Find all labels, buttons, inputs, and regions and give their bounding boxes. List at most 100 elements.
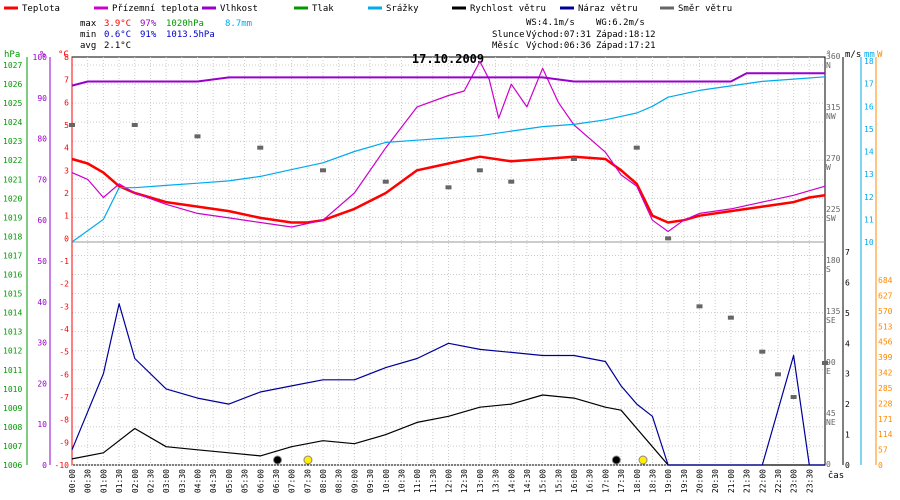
tick-dir: 135 (826, 307, 841, 316)
dir-point (696, 304, 703, 309)
tick-temp: 6 (64, 98, 69, 107)
x-tick-label: 11:00 (413, 469, 422, 493)
tick-mm: 10 (864, 238, 874, 247)
x-tick-label: 15:30 (554, 469, 563, 493)
tick-dir-name: SE (826, 316, 836, 325)
x-tick-label: 10:00 (382, 469, 391, 493)
tick-mm: 18 (864, 57, 874, 66)
dir-point (759, 349, 766, 354)
x-tick-label: 00:30 (84, 469, 93, 493)
dir-point (822, 361, 828, 365)
tick-hpa: 1017 (3, 251, 22, 260)
tick-temp: 1 (64, 212, 69, 221)
x-tick-label: 08:00 (319, 469, 328, 493)
sun-moon-marker (638, 455, 648, 465)
tick-ms: 2 (845, 400, 850, 409)
tick-hpa: 1021 (3, 175, 22, 184)
tick-mm: 11 (864, 215, 874, 224)
tick-mm: 17 (864, 80, 874, 89)
tick-dir: 315 (826, 103, 841, 112)
tick-hpa: 1011 (3, 366, 22, 375)
dir-point (194, 134, 201, 139)
tick-hpa: 1007 (3, 442, 22, 451)
legend-label-5: Rychlost větru (470, 4, 546, 14)
series-line-3 (71, 76, 826, 243)
tick-pct: 70 (37, 175, 47, 184)
x-tick-label: 09:30 (366, 469, 375, 493)
sun-set: Západ:18:12 (596, 30, 656, 40)
dir-point (476, 168, 483, 173)
x-tick-label: 18:00 (633, 469, 642, 493)
dir-point (131, 123, 138, 127)
tick-hpa: 1024 (3, 118, 22, 127)
x-tick-label: 23:30 (805, 469, 814, 493)
x-tick-label: 15:00 (539, 469, 548, 493)
tick-pct: 40 (37, 298, 47, 307)
tick-dir-name: NE (826, 418, 836, 427)
x-tick-label: 18:30 (648, 469, 657, 493)
x-tick-label: 11:30 (429, 469, 438, 493)
dir-point (445, 185, 452, 190)
tick-temp: 0 (64, 234, 69, 243)
legend-label-1: Přízemní teplota (112, 4, 199, 14)
x-tick-label: 12:00 (445, 469, 454, 493)
tick-mm: 13 (864, 170, 874, 179)
tick-temp: -2 (59, 280, 69, 289)
tick-hpa: 1006 (3, 461, 22, 470)
tick-dir: 270 (826, 154, 841, 163)
dir-point (727, 315, 734, 320)
legend-label-4: Srážky (386, 4, 419, 14)
tick-hpa: 1027 (3, 61, 22, 70)
tick-pct: 90 (37, 94, 47, 103)
x-tick-label: 19:30 (680, 469, 689, 493)
wind-ws: WS:4.1m/s (526, 18, 575, 28)
x-tick-label: 21:30 (743, 469, 752, 493)
tick-wm2: 57 (878, 446, 888, 455)
x-tick-label: 17:30 (617, 469, 626, 493)
tick-ms: 4 (845, 339, 850, 348)
x-tick-label: 22:00 (758, 469, 767, 493)
tick-hpa: 1016 (3, 271, 22, 280)
tick-dir: 360 (826, 52, 841, 61)
tick-pct: 20 (37, 379, 47, 388)
x-tick-label: 06:30 (272, 469, 281, 493)
moon-set: Západ:17:21 (596, 41, 656, 51)
legend-label-6: Náraz větru (578, 4, 638, 14)
tick-temp: 2 (64, 189, 69, 198)
x-tick-label: 23:00 (790, 469, 799, 493)
stats-max-hum: 97% (140, 19, 157, 29)
sun-moon-marker (611, 455, 621, 465)
tick-dir-name: N (826, 61, 831, 70)
tick-hpa: 1025 (3, 99, 22, 108)
tick-pct: 50 (37, 257, 47, 266)
x-tick-label: 14:30 (523, 469, 532, 493)
moon-rise: Východ:06:36 (526, 41, 591, 51)
x-tick-label: 16:00 (570, 469, 579, 493)
tick-dir: 180 (826, 256, 841, 265)
tick-pct: 0 (42, 461, 47, 470)
stats-max-temp: 3.9°C (104, 19, 131, 29)
x-tick-label: 01:00 (99, 469, 108, 493)
tick-ms: 0 (845, 461, 850, 470)
tick-mm: 15 (864, 125, 874, 134)
stats-avg-temp: 2.1°C (104, 41, 131, 51)
wind-wg: WG:6.2m/s (596, 18, 645, 28)
legend-label-0: Teplota (22, 4, 60, 14)
tick-hpa: 1023 (3, 137, 22, 146)
dir-point (257, 145, 264, 150)
stats-max-label: max (80, 19, 97, 29)
x-tick-label: 05:30 (241, 469, 250, 493)
tick-dir-name: SW (826, 214, 836, 223)
x-tick-label: 02:30 (146, 469, 155, 493)
tick-hpa: 1012 (3, 347, 22, 356)
tick-dir: 90 (826, 358, 836, 367)
dir-point (320, 168, 326, 173)
tick-pct: 10 (37, 420, 47, 429)
sun-moon-marker (273, 455, 283, 465)
x-tick-label: 20:00 (696, 469, 705, 493)
x-tick-label: 12:30 (460, 469, 469, 493)
stats-min-temp: 0.6°C (104, 30, 131, 40)
axis-label-dir: ° (826, 50, 831, 60)
